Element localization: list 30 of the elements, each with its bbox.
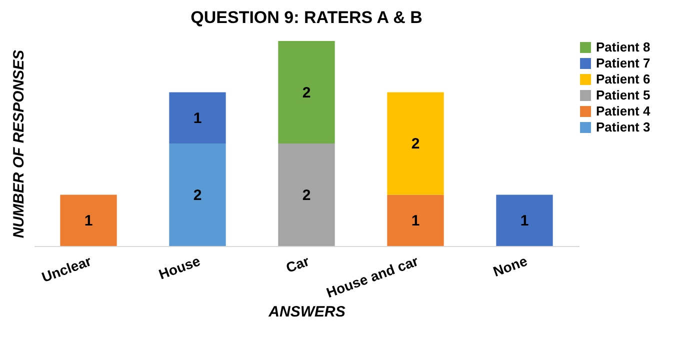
data-label: 1 bbox=[84, 212, 93, 230]
legend-label: Patient 7 bbox=[596, 56, 650, 70]
legend-label: Patient 3 bbox=[596, 120, 650, 134]
legend-label: Patient 6 bbox=[596, 72, 650, 86]
bar bbox=[169, 92, 226, 144]
bar bbox=[496, 194, 553, 246]
chart-title: QUESTION 9: RATERS A & B bbox=[190, 8, 422, 27]
x-tick-label: Unclear bbox=[40, 252, 94, 286]
data-label: 2 bbox=[302, 186, 311, 204]
legend-label: Patient 4 bbox=[596, 104, 651, 118]
bar bbox=[278, 41, 335, 144]
x-axis-title: ANSWERS bbox=[268, 304, 346, 321]
data-label: 1 bbox=[411, 212, 420, 230]
data-label: 1 bbox=[520, 212, 529, 230]
bar bbox=[387, 92, 444, 195]
x-tick-label: House and car bbox=[324, 252, 421, 301]
data-label: 2 bbox=[193, 186, 202, 204]
legend-label: Patient 8 bbox=[596, 40, 650, 54]
x-tick-label: None bbox=[490, 252, 530, 280]
x-tick-label: House bbox=[156, 252, 202, 282]
y-axis-title: NUMBER OF RESPONSES bbox=[10, 50, 28, 238]
data-label: 2 bbox=[411, 136, 420, 152]
data-label: 1 bbox=[193, 110, 202, 127]
bar bbox=[60, 194, 117, 246]
bar bbox=[387, 194, 444, 246]
data-label: 2 bbox=[302, 84, 311, 102]
legend-label: Patient 5 bbox=[596, 88, 650, 102]
bar bbox=[169, 144, 226, 246]
x-tick-label: Car bbox=[284, 252, 312, 276]
bar bbox=[278, 144, 335, 246]
